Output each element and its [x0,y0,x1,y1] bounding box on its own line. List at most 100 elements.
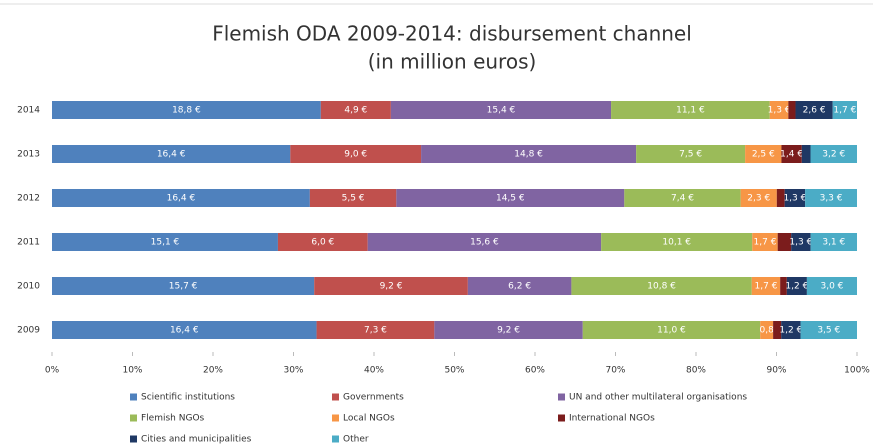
y-tick-label: 2014 [17,106,40,116]
x-tick-label: 70% [605,366,625,376]
bar-segment [781,321,801,339]
data-label: 9,2 € [380,282,403,292]
bar-segment [784,189,806,207]
data-label: 2,3 € [747,194,770,204]
data-label: 15,6 € [470,238,499,248]
bar-segment [571,277,752,295]
data-label: 15,7 € [169,282,198,292]
legend-swatch [130,393,137,401]
x-tick-label: 60% [525,366,545,376]
legend-swatch [332,435,339,443]
legend-label: Governments [343,393,404,403]
bar-segment [780,277,787,295]
legend-swatch [558,414,565,422]
bar-segment [52,321,317,339]
bar-segment [791,233,811,251]
y-tick-label: 2012 [17,194,40,204]
legend-swatch [130,435,137,443]
data-label: 3,3 € [820,194,843,204]
data-label: 2,6 € [803,106,826,116]
data-label: 6,0 € [311,238,334,248]
legend-label: Other [343,435,369,445]
bar-segment [776,189,785,207]
x-tick-label: 90% [766,366,786,376]
bar-segment [636,145,746,163]
y-tick-label: 2010 [17,282,40,292]
data-label: 1,2 € [779,326,802,336]
bar-segment [467,277,572,295]
data-label: 11,1 € [676,106,705,116]
data-label: 16,4 € [167,194,196,204]
bar-segment [801,145,811,163]
bar-segment [624,189,741,207]
bar-segment [396,189,625,207]
legend-label: Local NGOs [343,414,395,424]
legend-swatch [130,414,137,422]
bar-segment [320,101,391,119]
data-label: 9,0 € [344,150,367,160]
bar-segment [52,233,278,251]
data-label: 18,8 € [172,106,201,116]
data-label: 7,5 € [679,150,702,160]
data-label: 14,5 € [496,194,525,204]
data-label: 3,0 € [820,282,843,292]
data-label: 11,0 € [657,326,686,336]
bar-segment [390,101,612,119]
bar-segment [421,145,637,163]
bar-segment [740,189,777,207]
bar-segment [434,321,583,339]
bar-segment [367,233,602,251]
bar-segment [611,101,770,119]
data-label: 16,4 € [157,150,186,160]
data-label: 6,2 € [508,282,531,292]
data-label: 3,5 € [817,326,840,336]
data-label: 15,1 € [151,238,180,248]
x-tick-label: 50% [444,366,464,376]
bar-segment [805,189,857,207]
data-label: 1,7 € [754,238,777,248]
data-label: 0,8 [759,326,774,336]
bar-segment [751,277,781,295]
legend-label: International NGOs [569,414,655,424]
legend-label: Scientific institutions [141,393,235,403]
bar-segment [781,145,802,163]
x-tick-label: 30% [283,366,303,376]
data-label: 3,2 € [822,150,845,160]
data-label: 4,9 € [344,106,367,116]
x-tick-label: 40% [364,366,384,376]
data-label: 1,3 € [783,194,806,204]
data-label: 1,3 € [789,238,812,248]
bar-segment [810,233,857,251]
chart-title: Flemish ODA 2009-2014: disbursement chan… [212,22,692,46]
legend-swatch [332,414,339,422]
legend-label: Flemish NGOs [141,414,205,424]
bar-segment [777,233,792,251]
x-tick-label: 100% [844,366,870,376]
data-label: 1,4 € [780,150,803,160]
data-label: 1,7 € [755,282,778,292]
data-label: 15,4 € [487,106,516,116]
legend-swatch [332,393,339,401]
bar-segment [52,277,315,295]
bar-segment [773,321,782,339]
data-label: 10,8 € [647,282,676,292]
bar-segment [832,101,857,119]
data-label: 7,4 € [671,194,694,204]
y-tick-label: 2009 [17,326,40,336]
data-label: 1,7 € [833,106,856,116]
x-tick-label: 0% [45,366,60,376]
bar-segment [52,189,310,207]
bar-segment [601,233,753,251]
bar-segment [810,145,857,163]
data-label: 9,2 € [497,326,520,336]
bar-segment [806,277,857,295]
chart-subtitle: (in million euros) [368,50,537,74]
legend-swatch [558,393,565,401]
bar-segment [52,101,321,119]
bar-segment [752,233,778,251]
bar-segment [52,145,291,163]
data-label: 16,4 € [170,326,199,336]
bar-segment [277,233,368,251]
data-label: 2,5 € [752,150,775,160]
